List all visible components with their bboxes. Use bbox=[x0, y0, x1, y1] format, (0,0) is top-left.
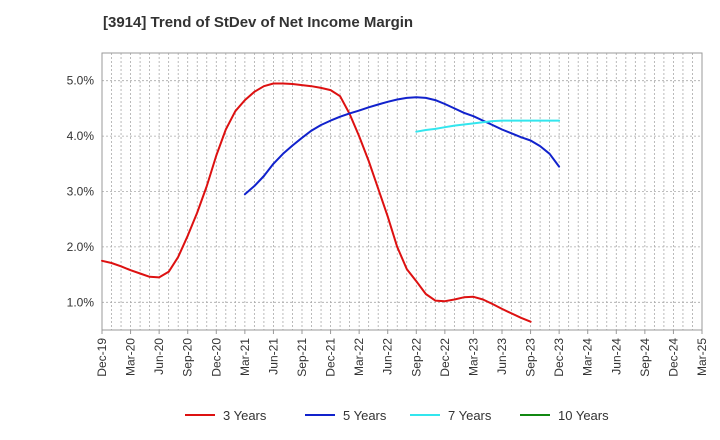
series-line-7-years bbox=[415, 119, 561, 133]
x-tick-label: Sep-21 bbox=[295, 338, 309, 377]
legend: 3 Years 5 Years 7 Years 10 Years bbox=[185, 408, 609, 423]
x-tick-label: Dec-23 bbox=[552, 338, 566, 377]
series-lines bbox=[101, 82, 561, 323]
legend-label: 3 Years bbox=[223, 408, 267, 423]
y-tick-label: 4.0% bbox=[67, 129, 95, 143]
x-tick-label: Mar-25 bbox=[695, 338, 709, 376]
legend-label: 10 Years bbox=[558, 408, 609, 423]
y-tick-label: 3.0% bbox=[67, 185, 95, 199]
x-tick-label: Jun-22 bbox=[381, 338, 395, 375]
y-tick-label: 1.0% bbox=[67, 295, 95, 309]
x-tick-label: Jun-24 bbox=[609, 338, 623, 375]
x-tick-label: Mar-22 bbox=[352, 338, 366, 376]
y-tick-label: 5.0% bbox=[67, 74, 95, 88]
plot-frame bbox=[101, 52, 703, 331]
x-tick-label: Jun-23 bbox=[495, 338, 509, 375]
series-line-3-years bbox=[101, 82, 532, 323]
x-tick-label: Dec-20 bbox=[209, 338, 223, 377]
legend-label: 5 Years bbox=[343, 408, 387, 423]
x-tick-label: Sep-22 bbox=[409, 338, 423, 377]
x-tick-label: Mar-20 bbox=[124, 338, 138, 376]
series-line-5-years bbox=[243, 96, 561, 196]
grid bbox=[102, 53, 702, 330]
x-axis-ticks: Dec-19 Mar-20 Jun-20 Sep-20 Dec-20 Mar-21 Jun-… bbox=[95, 330, 709, 377]
x-tick-label: Sep-20 bbox=[181, 338, 195, 377]
x-tick-label: Mar-23 bbox=[466, 338, 480, 376]
x-tick-label: Jun-21 bbox=[266, 338, 280, 375]
x-tick-label: Mar-24 bbox=[581, 338, 595, 376]
x-tick-label: Dec-24 bbox=[666, 338, 680, 377]
x-tick-label: Dec-22 bbox=[438, 338, 452, 377]
y-axis-ticks: 1.0% 2.0% 3.0% 4.0% 5.0% bbox=[67, 74, 95, 310]
chart-title: [3914] Trend of StDev of Net Income Marg… bbox=[103, 14, 414, 31]
x-tick-label: Dec-21 bbox=[324, 338, 338, 377]
x-tick-label: Mar-21 bbox=[238, 338, 252, 376]
x-tick-label: Dec-19 bbox=[95, 338, 109, 377]
legend-label: 7 Years bbox=[448, 408, 492, 423]
x-tick-label: Sep-24 bbox=[638, 338, 652, 377]
x-tick-label: Sep-23 bbox=[524, 338, 538, 377]
y-tick-label: 2.0% bbox=[67, 240, 95, 254]
x-tick-label: Jun-20 bbox=[152, 338, 166, 375]
